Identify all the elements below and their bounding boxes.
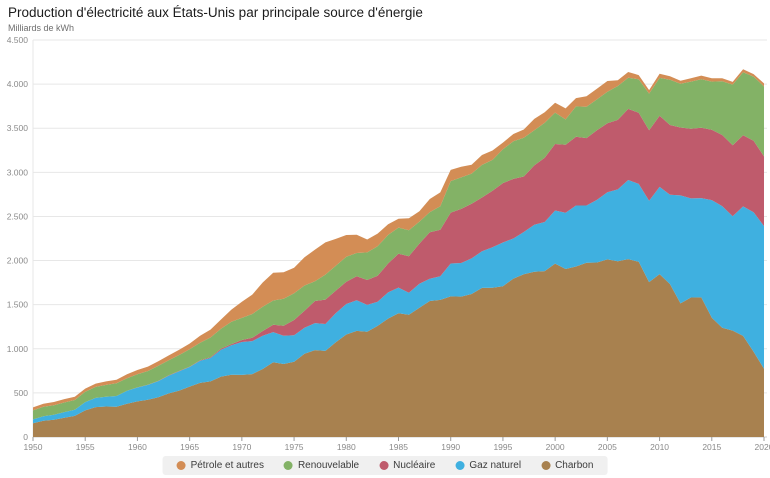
y-tick-label: 500: [14, 388, 28, 398]
area-p-trole-et-autres: [33, 69, 764, 411]
legend-color-dot-icon: [379, 461, 389, 470]
y-tick-label: 0: [23, 432, 28, 442]
y-tick-label: 2.000: [7, 256, 29, 266]
x-tick-label: 1955: [76, 442, 95, 452]
legend-item-label: Gaz naturel: [469, 460, 522, 471]
x-tick-label: 1960: [128, 442, 147, 452]
chart-unit-label: Milliards de kWh: [8, 23, 75, 33]
legend-item-charbon[interactable]: Charbon: [541, 460, 593, 471]
chart-title: Production d'électricité aux États-Unis …: [8, 5, 423, 20]
legend-color-dot-icon: [455, 461, 465, 470]
legend-color-dot-icon: [176, 461, 186, 470]
x-tick-label: 2005: [598, 442, 617, 452]
x-tick-label: 1985: [389, 442, 408, 452]
x-tick-label: 1975: [285, 442, 304, 452]
legend-item-label: Nucléaire: [393, 460, 436, 471]
legend-color-dot-icon: [541, 461, 551, 470]
y-tick-label: 3.500: [7, 123, 29, 133]
x-tick-label: 2015: [702, 442, 721, 452]
legend-item-label: Renouvelable: [297, 460, 360, 471]
x-tick-label: 1970: [232, 442, 251, 452]
legend-item-renouvelable[interactable]: Renouvelable: [283, 460, 360, 471]
y-tick-label: 1.500: [7, 300, 29, 310]
x-tick-label: 1980: [337, 442, 356, 452]
legend-item-label: Charbon: [555, 460, 594, 471]
legend-item-gaz-naturel[interactable]: Gaz naturel: [455, 460, 521, 471]
area-renouvelable: [33, 72, 764, 420]
chart-legend: Pétrole et autres Renouvelable Nucléaire Ga…: [162, 456, 608, 475]
y-tick-label: 3.000: [7, 167, 29, 177]
x-tick-label: 1950: [24, 442, 43, 452]
area-gaz-naturel: [33, 180, 764, 424]
y-tick-label: 4.500: [7, 35, 29, 45]
x-tick-label: 1995: [493, 442, 512, 452]
x-tick-label: 2000: [546, 442, 565, 452]
x-tick-label: 1965: [180, 442, 199, 452]
legend-color-dot-icon: [283, 461, 293, 470]
area-nucl-aire: [33, 108, 764, 420]
y-tick-label: 2.500: [7, 211, 29, 221]
legend-item-label: Pétrole et autres: [190, 460, 264, 471]
y-tick-label: 4.000: [7, 79, 29, 89]
y-tick-label: 1.000: [7, 344, 29, 354]
area-charbon: [33, 259, 764, 437]
legend-item-nucl-aire[interactable]: Nucléaire: [379, 460, 435, 471]
x-tick-label: 2010: [650, 442, 669, 452]
x-tick-label: 1990: [441, 442, 460, 452]
legend-item-p-trole-et-autres[interactable]: Pétrole et autres: [176, 460, 264, 471]
